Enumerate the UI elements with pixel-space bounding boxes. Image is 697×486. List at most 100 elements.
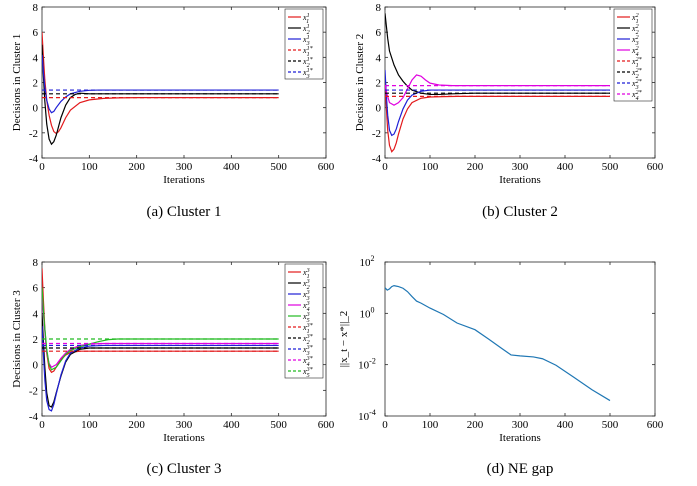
x-axis-label: Iterations (499, 174, 541, 186)
legend-box (284, 8, 324, 80)
legend-label: x3 5 (302, 312, 310, 324)
legend-label: x3* 4 (302, 356, 313, 368)
series-line-4 (385, 74, 610, 106)
x-tick-label: 500 (270, 419, 287, 431)
legend: x2 1x2 2x2 3x2 4x2* 1x2* 2x2* 3x2* 4 (613, 8, 653, 102)
x-tick-label: 300 (512, 161, 529, 173)
legend-label: x3* 5 (302, 367, 313, 379)
series-line-2 (42, 44, 279, 146)
legend-label: x1* 3 (302, 68, 313, 80)
panel-caption: (c) Cluster 3 (147, 461, 222, 477)
series-line-3 (42, 54, 279, 114)
y-tick-label: 0 (376, 103, 382, 115)
y-tick-label: 6 (33, 283, 39, 295)
y-axis-label: Decisions in Cluster 1 (11, 34, 23, 131)
y-tick-label: 4 (33, 52, 39, 64)
x-axis-label: Iterations (499, 432, 541, 444)
x-tick-label: 0 (39, 161, 45, 173)
legend-label: x2 2 (631, 24, 639, 36)
legend-label: x3* 2 (302, 334, 313, 346)
x-tick-label: 300 (512, 419, 529, 431)
x-tick-label: 300 (176, 161, 193, 173)
chart-panel-3: 0 100 200 300 400 500 600 -4 -2 0 2 4 6 8 Iterations De… (11, 257, 335, 477)
series-line-3 (385, 69, 610, 137)
series-group (42, 268, 279, 412)
y-tick-label: -2 (29, 385, 38, 397)
legend-label: x1 3 (302, 35, 310, 47)
y-tick-label: 100 (360, 305, 375, 320)
legend-label: x3 2 (302, 279, 310, 291)
x-tick-label: 100 (81, 161, 98, 173)
y-tick-label: 8 (33, 2, 39, 14)
y-tick-label: 8 (376, 2, 382, 14)
x-tick-label: 500 (602, 161, 619, 173)
x-tick-label: 200 (467, 419, 484, 431)
legend-label: x2* 3 (631, 79, 642, 91)
x-tick-label: 400 (223, 161, 240, 173)
x-tick-label: 0 (382, 161, 388, 173)
y-tick-label: 102 (360, 254, 375, 269)
x-tick-label: 100 (81, 419, 98, 431)
legend-label: x3 3 (302, 290, 310, 302)
y-tick-label: 2 (33, 78, 39, 90)
panel-caption: (b) Cluster 2 (482, 204, 558, 220)
y-tick-label: 2 (376, 78, 382, 90)
chart-panel-4: 0 100 200 300 400 500 600 10-4 10-2 100 102 Iterati… (338, 254, 664, 477)
chart-panel-2: 0 100 200 300 400 500 600 -4 -2 0 2 4 6 8 Iterations De… (354, 2, 664, 220)
y-tick-label: 6 (33, 27, 39, 39)
y-tick-label: 10-4 (358, 408, 376, 423)
legend-label: x1* 2 (302, 57, 313, 69)
y-axis-label: Decisions in Cluster 2 (354, 34, 366, 131)
series-group (385, 13, 610, 153)
legend: x1 1x1 2x1 3x1* 1x1* 2x1* 3 (284, 8, 324, 80)
x-tick-label: 400 (557, 419, 574, 431)
panel-caption: (a) Cluster 1 (147, 204, 222, 220)
y-tick-label: 8 (33, 257, 39, 269)
legend-label: x2* 2 (631, 68, 642, 80)
x-tick-label: 100 (422, 419, 439, 431)
x-axis-label: Iterations (163, 174, 205, 186)
panel-caption: (d) NE gap (487, 461, 554, 477)
series-line-1 (385, 285, 611, 402)
y-tick-label: 6 (376, 27, 382, 39)
y-tick-label: 0 (33, 103, 39, 115)
y-axis-label: Decisions in Cluster 3 (11, 290, 23, 388)
x-tick-label: 0 (382, 419, 388, 431)
series-line-1 (385, 82, 610, 153)
x-tick-label: 400 (557, 161, 574, 173)
x-tick-label: 200 (128, 419, 145, 431)
y-tick-label: -2 (29, 128, 38, 140)
legend-label: x2 1 (631, 13, 639, 25)
y-tick-label: 4 (33, 308, 39, 320)
x-tick-label: 600 (318, 161, 335, 173)
x-axis-label: Iterations (163, 432, 205, 444)
x-tick-label: 0 (39, 419, 45, 431)
legend-label: x1 1 (302, 13, 310, 25)
legend-label: x1* 1 (302, 46, 313, 58)
plot-area-frame (41, 6, 327, 159)
x-tick-label: 200 (128, 161, 145, 173)
y-tick-label: -4 (29, 411, 39, 423)
legend-label: x3* 3 (302, 345, 313, 357)
x-tick-label: 500 (602, 419, 619, 431)
y-tick-label: -4 (372, 153, 382, 165)
x-tick-label: 600 (647, 161, 664, 173)
y-tick-label: -4 (29, 153, 39, 165)
x-tick-label: 100 (422, 161, 439, 173)
legend-label: x3 4 (302, 301, 310, 313)
y-tick-label: 10-2 (358, 357, 376, 372)
x-tick-label: 400 (223, 419, 240, 431)
legend-box (613, 8, 653, 102)
x-tick-label: 600 (318, 419, 335, 431)
x-tick-label: 300 (176, 419, 193, 431)
x-tick-label: 600 (647, 419, 664, 431)
legend-label: x3 1 (302, 268, 310, 280)
legend-label: x1 2 (302, 24, 310, 36)
y-axis-label: ||x_t − x*||_2 (338, 311, 350, 368)
series-group (42, 32, 279, 146)
y-tick-label: -2 (372, 128, 381, 140)
legend-label: x2* 1 (631, 57, 642, 69)
y-tick-label: 4 (376, 52, 382, 64)
legend-label: x3* 1 (302, 323, 313, 335)
